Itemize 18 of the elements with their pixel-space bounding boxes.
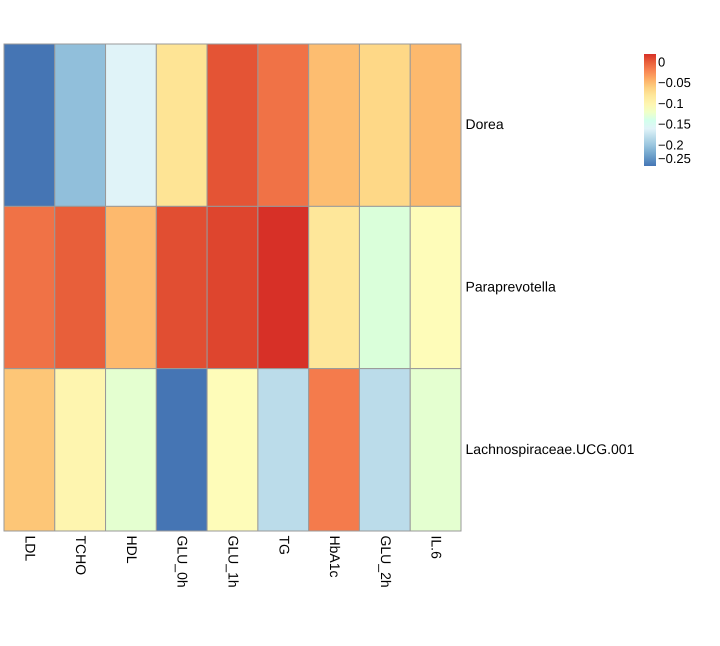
x-tick-label: TG xyxy=(276,536,292,555)
x-tick-label: TCHO xyxy=(73,536,90,576)
color-bar-label: 0 xyxy=(658,54,666,70)
y-tick-label: Lachnospiraceae.UCG.001 xyxy=(466,440,635,457)
y-tick-label: Paraprevotella xyxy=(466,278,556,294)
x-tick-label: HDL xyxy=(124,536,140,564)
color-bar-label: −0.2 xyxy=(658,137,684,152)
color-bar-label: −0.25 xyxy=(658,151,691,166)
x-tick-label: IL.6 xyxy=(428,536,445,560)
y-tick-label: Dorea xyxy=(466,116,504,132)
x-tick-label: LDL xyxy=(22,536,38,562)
x-tick-label: GLU_2h xyxy=(378,536,394,588)
x-tick-label: GLU_1h xyxy=(226,536,242,588)
x-tick-label: HbA1c xyxy=(327,536,344,578)
color-bar-label: −0.05 xyxy=(658,75,691,90)
x-tick-label: GLU_0h xyxy=(174,536,191,588)
color-bar-label: −0.1 xyxy=(658,96,684,111)
color-bar-label: −0.15 xyxy=(658,116,691,132)
